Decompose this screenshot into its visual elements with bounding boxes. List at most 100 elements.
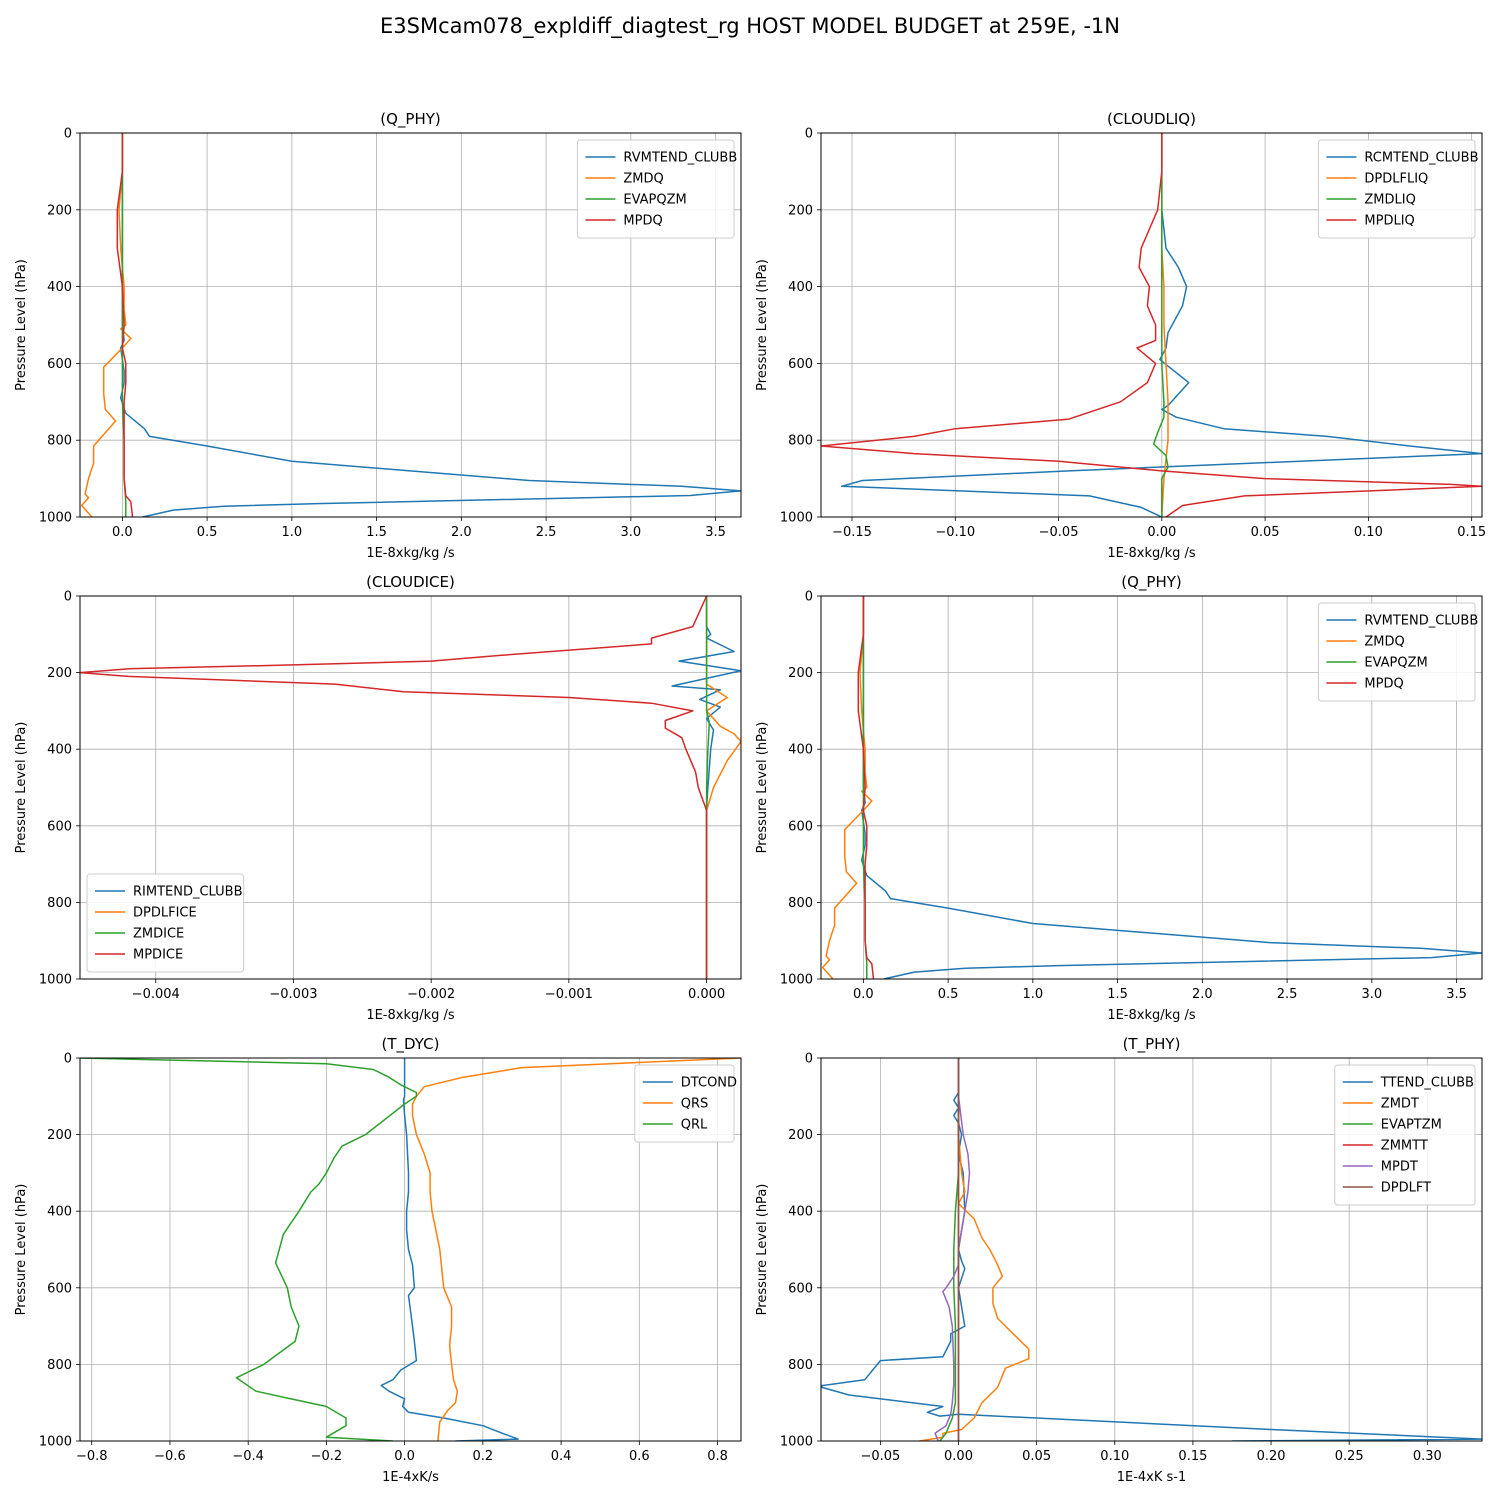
y-axis-label: Pressure Level (hPa) [755,259,770,391]
series-line-zmdt [919,1058,1030,1441]
x-tick-label: 0.0 [853,987,874,1002]
x-tick-label: 0.05 [1251,525,1280,540]
plot-frame [820,1057,1483,1442]
x-tick-label: 3.5 [1446,987,1467,1002]
y-tick-label: 800 [788,1358,813,1373]
legend-entry: DPDLFICE [133,906,197,921]
series-line-rcmtend-clubb [840,133,1482,517]
legend-entry: DPDLFLIQ [1364,172,1428,187]
y-tick-label: 600 [788,819,813,834]
legend-entry: ZMDQ [1364,635,1404,650]
y-tick-label: 200 [47,1128,72,1143]
legend-entry: RVMTEND_CLUBB [1364,614,1478,629]
x-tick-label: 0.30 [1413,1449,1442,1464]
x-tick-label: 0.5 [197,525,218,540]
x-axis-label: 1E-8xkg/kg /s [1107,546,1196,561]
legend: RVMTEND_CLUBB ZMDQ EVAPQZM MPDQ [576,139,737,239]
x-axis-label: 1E-8xkg/kg /s [366,546,455,561]
chart-panel-5: −0.8 −0.6 −0.4 −0.2 0.0 0.2 0.4 0.6 0.8 0 200 400 60… [14,1035,742,1485]
x-axis-label: 1E-8xkg/kg /s [366,1008,455,1023]
y-tick-label: 800 [47,1358,72,1373]
series-line-ttend-clubb [821,1058,1482,1441]
x-tick-label: 0.2 [473,1449,494,1464]
y-tick-label: 400 [47,743,72,758]
y-tick-label: 400 [47,1205,72,1220]
x-tick-label: 2.5 [536,525,557,540]
legend-entry: RIMTEND_CLUBB [133,885,243,900]
x-tick-label: 0.5 [938,987,959,1002]
y-tick-label: 0 [64,1052,72,1067]
y-tick-label: 600 [788,1281,813,1296]
chart-title: (T_DYC) [382,1035,440,1054]
legend: DTCOND QRS QRL [634,1064,737,1143]
y-tick-label: 600 [47,357,72,372]
x-tick-label: 1.0 [1023,987,1044,1002]
legend-entry: EVAPQZM [623,193,686,208]
legend-entry: DTCOND [681,1076,737,1091]
x-tick-label: 0.0 [394,1449,415,1464]
x-tick-label: 1.5 [366,525,387,540]
legend-entry: ZMDLIQ [1364,193,1415,208]
legend-box [86,873,245,973]
series-line-mpdq [857,596,875,979]
series-line-dtcond [380,1058,519,1441]
y-tick-label: 1000 [780,1435,813,1450]
chart-title: (Q_PHY) [1121,573,1182,592]
y-tick-label: 800 [47,434,72,449]
y-tick-label: 1000 [39,511,72,526]
legend-box [634,1064,735,1143]
legend-entry: EVAPTZM [1381,1118,1442,1133]
series-line-mpdice [80,596,708,979]
y-axis-label: Pressure Level (hPa) [14,1184,29,1316]
x-tick-label: −0.002 [407,987,455,1002]
x-tick-label: −0.05 [860,1449,900,1464]
y-tick-label: 0 [64,127,72,142]
y-axis-label: Pressure Level (hPa) [755,1184,770,1316]
y-tick-label: 200 [788,203,813,218]
legend-entry: QRS [681,1097,709,1112]
y-tick-label: 200 [47,203,72,218]
legend-entry: MPDLIQ [1364,214,1414,229]
x-tick-label: −0.2 [311,1449,343,1464]
plot-frame [79,595,742,980]
chart-panel-1: 0.0 0.5 1.0 1.5 2.0 2.5 3.0 3.5 0 200 400 600 800 100… [14,110,742,561]
x-tick-label: −0.4 [232,1449,264,1464]
y-tick-label: 600 [47,819,72,834]
x-tick-label: −0.05 [1039,525,1079,540]
legend: RIMTEND_CLUBB DPDLFICE ZMDICE MPDICE [86,873,245,973]
x-tick-label: 0.000 [688,987,725,1002]
series-group [821,1058,1482,1441]
legend-entry: ZMDT [1381,1097,1419,1112]
y-axis-label: Pressure Level (hPa) [14,259,29,391]
x-tick-label: 0.15 [1457,525,1486,540]
x-tick-label: −0.15 [832,525,872,540]
series-line-zmdliq [1152,133,1169,517]
x-tick-label: 0.0 [112,525,133,540]
x-tick-label: 0.20 [1257,1449,1286,1464]
chart-title: (Q_PHY) [380,110,441,129]
y-tick-label: 800 [788,434,813,449]
legend: TTEND_CLUBB ZMDT EVAPTZM ZMMTT MPDT DPDLFT [1334,1064,1476,1206]
y-tick-label: 400 [788,743,813,758]
x-tick-label: 1.5 [1107,987,1128,1002]
series-group [821,596,1482,979]
legend-box [576,139,735,239]
series-line-qrs [411,1058,741,1441]
y-tick-label: 0 [805,1052,813,1067]
series-group [80,133,741,517]
x-tick-label: −0.001 [545,987,593,1002]
legend-entry: EVAPQZM [1364,656,1427,671]
x-tick-label: 2.5 [1277,987,1298,1002]
plot-frame [820,595,1483,980]
chart-panel-4: 0.0 0.5 1.0 1.5 2.0 2.5 3.0 3.5 0 200 400 600 800 100… [755,573,1483,1023]
x-tick-label: 2.0 [451,525,472,540]
x-axis-label: 1E-4xK/s [382,1470,439,1485]
chart-panel-2: −0.15 −0.10 −0.05 0.00 0.05 0.10 0.15 0 200 400 60… [755,110,1486,561]
x-tick-label: 0.15 [1178,1449,1207,1464]
y-tick-label: 1000 [780,973,813,988]
y-tick-label: 600 [788,357,813,372]
x-tick-label: 0.10 [1100,1449,1129,1464]
x-tick-label: 0.00 [944,1449,973,1464]
x-tick-label: 3.0 [620,525,641,540]
x-tick-label: −0.003 [269,987,317,1002]
